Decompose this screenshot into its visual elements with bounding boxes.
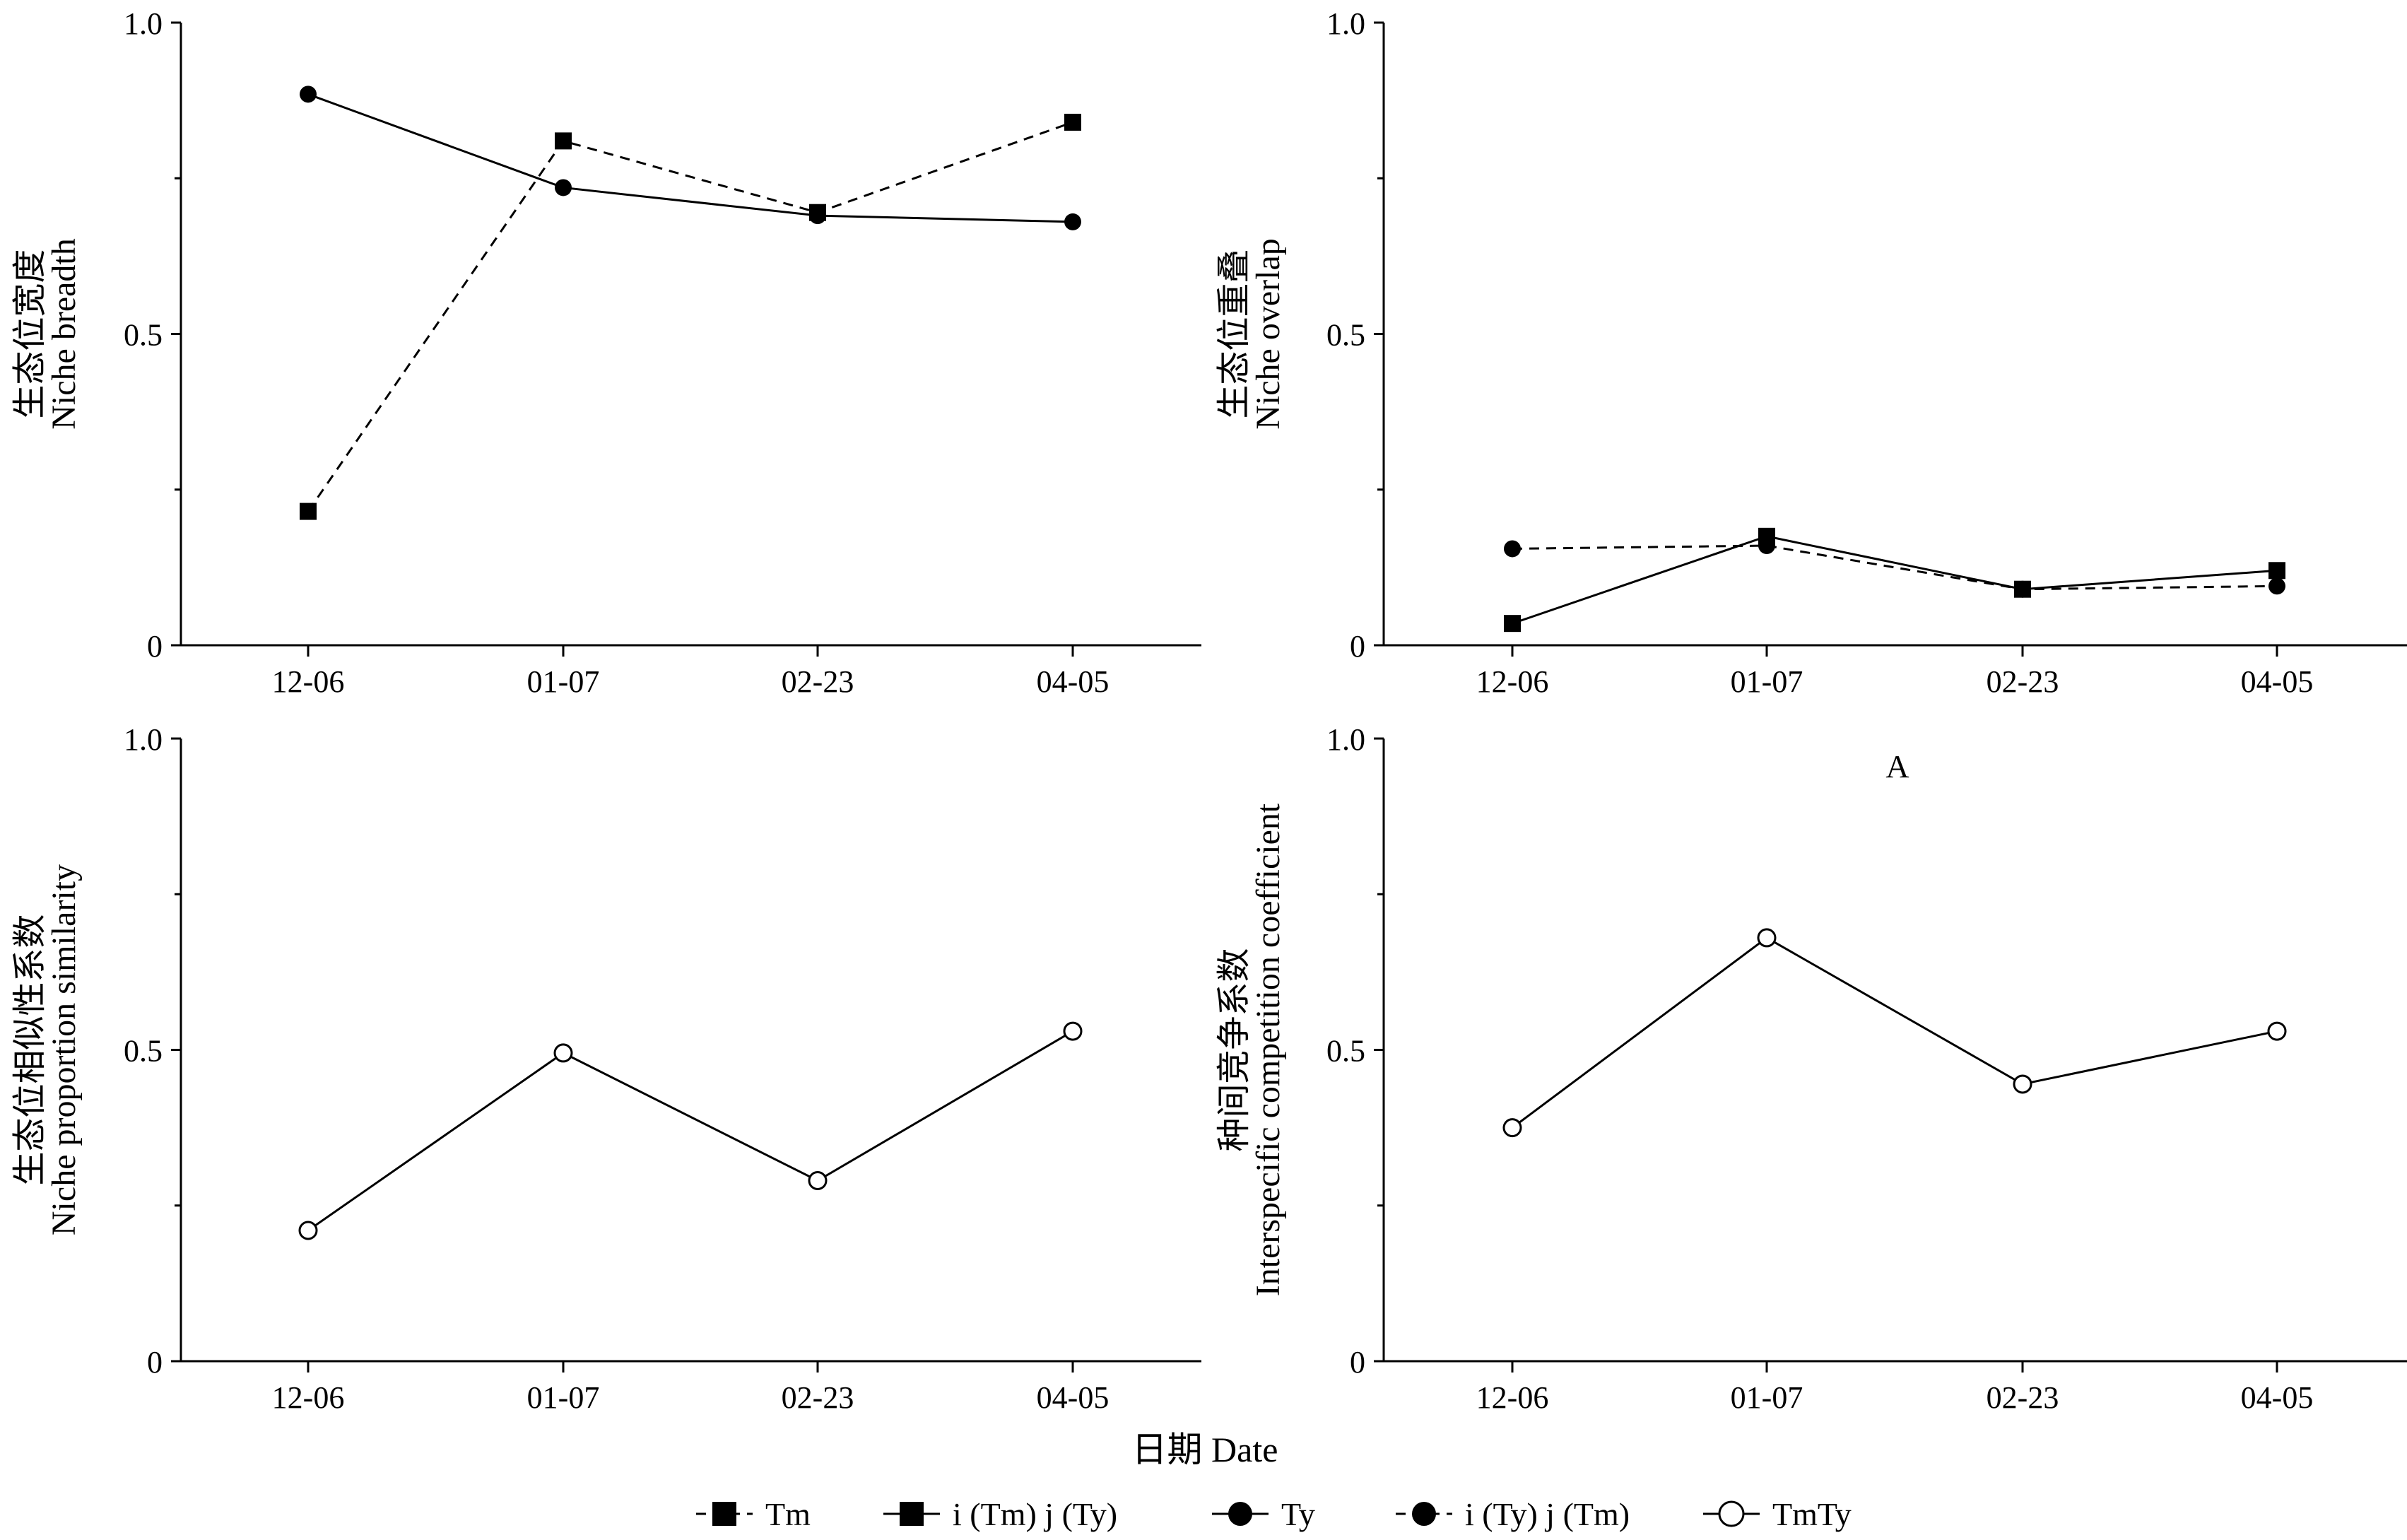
data-point-tm-01-07 bbox=[555, 132, 572, 150]
x-tick-label-12-06: 12-06 bbox=[272, 1380, 345, 1415]
y-axis-title-en: Niche overlap bbox=[1249, 238, 1287, 430]
y-tick-label: 0 bbox=[1350, 629, 1365, 664]
data-point-tmty-04-05 bbox=[2267, 1021, 2287, 1041]
legend-marker bbox=[1228, 1502, 1252, 1526]
legend-label: Ty bbox=[1281, 1496, 1315, 1532]
x-tick-label-02-23: 02-23 bbox=[782, 664, 854, 699]
series-line-i-ty-j-tm bbox=[1512, 544, 2278, 591]
data-point-tmty-02-23 bbox=[2013, 1074, 2032, 1094]
chart-panel-4: 0 0.5 1.0 12-06 01-07 02-23 04-05 种间竞争系数Intersp… bbox=[1216, 722, 2407, 1415]
series-i-tm-j-ty bbox=[1504, 527, 2285, 633]
x-tick-label-02-23: 02-23 bbox=[1987, 664, 2059, 699]
x-tick-label-12-06: 12-06 bbox=[1476, 1380, 1549, 1415]
data-point-tmty-12-06 bbox=[298, 1221, 318, 1240]
legend-marker bbox=[1718, 1500, 1745, 1527]
data-point-ty-02-23 bbox=[809, 207, 826, 225]
x-tick-label-04-05: 04-05 bbox=[1037, 664, 1110, 699]
y-tick-label: 1.0 bbox=[1326, 722, 1365, 757]
x-tick-label-12-06: 12-06 bbox=[1476, 664, 1549, 699]
legend: Tm i (Tm) j (Ty) Ty i (Ty) j (Tm) TmTy bbox=[696, 1496, 1852, 1532]
legend-item-tm: Tm bbox=[696, 1496, 811, 1532]
legend-item-i-tm-j-ty: i (Tm) j (Ty) bbox=[883, 1496, 1117, 1532]
data-point-i-tm-j-ty-12-06 bbox=[1504, 615, 1521, 633]
data-point-tm-04-05 bbox=[1064, 113, 1081, 131]
y-tick-label: 0 bbox=[147, 1345, 163, 1380]
legend-marker bbox=[1412, 1502, 1436, 1526]
legend-marker bbox=[900, 1502, 924, 1526]
data-point-ty-01-07 bbox=[555, 179, 572, 196]
data-point-tmty-02-23 bbox=[808, 1171, 828, 1191]
data-point-i-ty-j-tm-12-06 bbox=[1504, 540, 1521, 558]
data-point-i-ty-j-tm-04-05 bbox=[2268, 577, 2285, 595]
series-line-tm bbox=[307, 121, 1073, 512]
data-point-tmty-01-07 bbox=[1757, 928, 1777, 948]
x-tick-label-04-05: 04-05 bbox=[2241, 1380, 2314, 1415]
y-axis-title-en: Niche proportion similarity bbox=[45, 864, 83, 1235]
y-tick-label: 0.5 bbox=[124, 1034, 163, 1069]
series-tm bbox=[300, 113, 1081, 520]
y-axis-title-en: Interspecific competition coefficient bbox=[1249, 803, 1287, 1296]
data-point-ty-04-05 bbox=[1064, 213, 1081, 230]
series-tmty bbox=[1502, 928, 2287, 1138]
series-i-ty-j-tm bbox=[1504, 537, 2285, 598]
y-axis-title-cn: 生态位相似性系数 bbox=[11, 914, 49, 1185]
x-tick-label-04-05: 04-05 bbox=[1037, 1380, 1110, 1415]
data-point-tm-12-06 bbox=[300, 502, 317, 520]
y-tick-label: 1.0 bbox=[1326, 6, 1365, 41]
data-point-tmty-12-06 bbox=[1502, 1118, 1522, 1138]
y-axis-title-cn: 种间竞争系数 bbox=[1216, 948, 1253, 1151]
y-tick-label: 0 bbox=[147, 629, 163, 664]
y-tick-label: 1.0 bbox=[124, 722, 163, 757]
legend-item-ty: Ty bbox=[1212, 1496, 1315, 1532]
data-point-tmty-04-05 bbox=[1063, 1021, 1083, 1041]
x-tick-label-04-05: 04-05 bbox=[2241, 664, 2314, 699]
y-tick-label: 0.5 bbox=[1326, 318, 1365, 353]
series-tmty bbox=[298, 1021, 1083, 1240]
legend-marker bbox=[712, 1502, 736, 1526]
y-tick-label: 1.0 bbox=[124, 6, 163, 41]
series-line-tmty bbox=[1512, 936, 2278, 1129]
data-point-ty-12-06 bbox=[300, 86, 317, 103]
data-point-i-ty-j-tm-02-23 bbox=[2014, 580, 2031, 598]
x-tick-label-12-06: 12-06 bbox=[272, 664, 345, 699]
y-tick-label: 0.5 bbox=[124, 318, 163, 353]
data-point-i-tm-j-ty-04-05 bbox=[2268, 562, 2285, 580]
series-ty bbox=[300, 86, 1081, 230]
legend-item-i-ty-j-tm: i (Ty) j (Tm) bbox=[1396, 1496, 1630, 1532]
x-tick-label-01-07: 01-07 bbox=[1731, 1380, 1803, 1415]
y-axis-title-en: Niche breadth bbox=[45, 238, 83, 430]
legend-label: i (Tm) j (Ty) bbox=[953, 1496, 1117, 1532]
x-tick-label-01-07: 01-07 bbox=[527, 664, 600, 699]
x-tick-label-02-23: 02-23 bbox=[782, 1380, 854, 1415]
x-tick-label-01-07: 01-07 bbox=[527, 1380, 600, 1415]
chart-panel-3: 0 0.5 1.0 12-06 01-07 02-23 04-05 生态位相似性系数Niche… bbox=[11, 722, 1201, 1415]
legend-label: TmTy bbox=[1772, 1496, 1852, 1532]
y-axis-title-cn: 生态位重叠 bbox=[1216, 249, 1253, 418]
x-tick-label-02-23: 02-23 bbox=[1987, 1380, 2059, 1415]
panel-marker-label: A bbox=[1885, 748, 1909, 784]
legend-label: i (Ty) j (Tm) bbox=[1465, 1496, 1630, 1532]
y-tick-label: 0 bbox=[1350, 1345, 1365, 1380]
series-line-i-tm-j-ty bbox=[1512, 535, 2278, 625]
legend-label: Tm bbox=[765, 1496, 811, 1532]
data-point-i-ty-j-tm-01-07 bbox=[1758, 537, 1775, 555]
data-point-tmty-01-07 bbox=[553, 1043, 573, 1063]
x-tick-label-01-07: 01-07 bbox=[1731, 664, 1803, 699]
series-line-ty bbox=[307, 93, 1073, 223]
y-tick-label: 0.5 bbox=[1326, 1034, 1365, 1069]
y-axis-title-cn: 生态位宽度 bbox=[11, 249, 49, 418]
legend-item-tmty: TmTy bbox=[1703, 1496, 1852, 1532]
x-axis-title: 日期 Date bbox=[1132, 1430, 1278, 1469]
series-line-tmty bbox=[307, 1030, 1073, 1232]
